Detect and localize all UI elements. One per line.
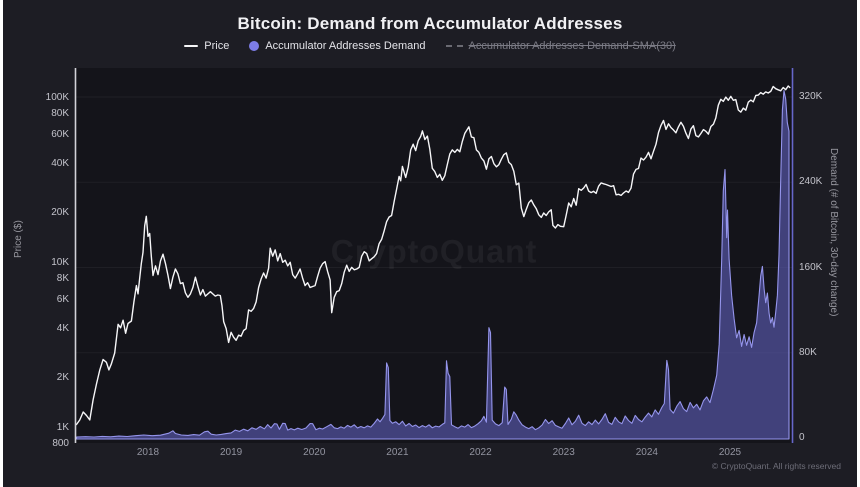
price-axis-tick-label: 800 (52, 437, 69, 449)
price-axis-tick-label: 8K (56, 272, 69, 284)
demand-axis-tick-label: 80K (799, 346, 817, 358)
demand-axis-tick-label: 0 (799, 432, 805, 443)
price-axis-tick-label: 80K (51, 107, 69, 119)
page-title: Bitcoin: Demand from Accumulator Address… (237, 14, 623, 33)
price-axis-title: Price ($) (13, 220, 24, 258)
x-axis-tick-label: 2025 (718, 447, 742, 458)
sma-dash-marker-icon (445, 45, 463, 47)
legend-item-price[interactable]: Price (184, 40, 229, 52)
price-axis-tick-label: 2K (56, 372, 69, 384)
price-axis-tick-label: 6K (56, 293, 69, 305)
x-axis-tick-label: 2023 (552, 447, 575, 458)
price-axis-tick-label: 1K (56, 422, 69, 433)
demand-area-series[interactable] (75, 90, 790, 440)
demand-axis-tick-label: 320K (799, 91, 823, 102)
x-axis-tick-label: 2022 (469, 447, 492, 458)
price-line-series[interactable] (75, 85, 791, 426)
price-axis-tick-label: 4K (56, 322, 69, 334)
x-axis-tick-label: 2020 (303, 447, 326, 458)
x-axis-tick-label: 2021 (386, 447, 409, 458)
price-axis-tick-label: 20K (51, 207, 69, 219)
legend-label-price: Price (204, 40, 230, 52)
price-axis-tick-label: 60K (51, 128, 69, 140)
copyright-text: © CryptoQuant. All rights reserved (711, 461, 841, 471)
x-axis-tick-label: 2019 (220, 447, 243, 458)
price-axis-tick-label: 40K (51, 157, 69, 169)
legend: Price Accumulator Addresses Demand Accum… (3, 40, 857, 52)
chart-frame: Bitcoin: Demand from Accumulator Address… (3, 0, 857, 487)
demand-axis-title: Demand (# of Bitcoin, 30-day change) (828, 148, 839, 317)
x-axis-tick-label: 2018 (136, 447, 160, 458)
plot-area[interactable] (76, 68, 792, 443)
chart-canvas[interactable] (3, 0, 860, 487)
price-axis-tick-label: 10K (51, 257, 69, 268)
demand-axis-tick-label: 240K (799, 176, 823, 188)
price-line-marker-icon (184, 45, 199, 47)
legend-label-demand-sma: Accumulator Addresses Demand-SMA(30) (468, 40, 676, 52)
legend-label-demand: Accumulator Addresses Demand (265, 40, 426, 52)
demand-dot-marker-icon (249, 41, 260, 51)
demand-axis-tick-label: 160K (799, 261, 823, 273)
price-axis-tick-label: 100K (45, 92, 69, 103)
x-axis-tick-label: 2024 (635, 447, 658, 458)
legend-item-demand-sma[interactable]: Accumulator Addresses Demand-SMA(30) (445, 40, 676, 52)
legend-item-demand[interactable]: Accumulator Addresses Demand (249, 40, 426, 52)
